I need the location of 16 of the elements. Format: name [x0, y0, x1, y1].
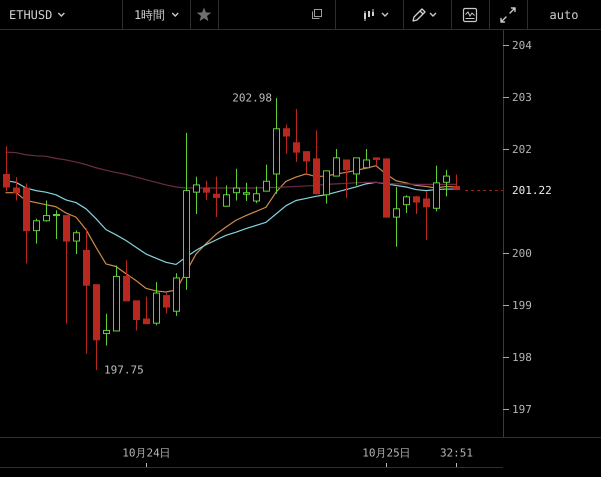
- ref-line-label: 201.22: [512, 184, 552, 197]
- y-tick-label: 197: [512, 403, 532, 416]
- y-tick-label: 199: [512, 299, 532, 312]
- x-tick-label: 10月25日: [362, 446, 411, 460]
- y-tick-label: 202: [512, 143, 532, 156]
- y-tick-label: 203: [512, 91, 532, 104]
- x-tick-label: 32:51: [440, 446, 474, 460]
- toolbar: ETHUSD 1時間 auto: [9, 0, 578, 30]
- annotation: 202.98: [232, 92, 272, 105]
- y-tick-label: 198: [512, 351, 532, 364]
- y-tick-label: 204: [512, 39, 532, 52]
- chart-subtitle: 1時間: [134, 8, 166, 22]
- chart-title: ETHUSD: [9, 8, 52, 22]
- y-tick-label: 200: [512, 247, 532, 260]
- annotation: 197.75: [104, 363, 144, 376]
- x-tick-label: 10月24日: [122, 446, 171, 460]
